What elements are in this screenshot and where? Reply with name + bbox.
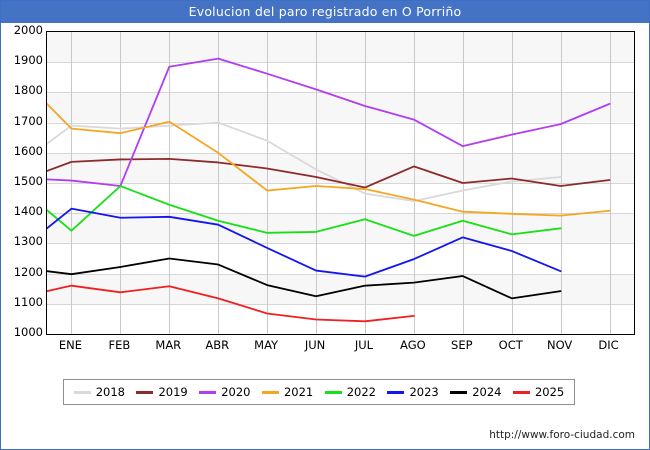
legend-item-2025[interactable]: 2025 xyxy=(512,385,565,399)
legend-label: 2019 xyxy=(158,385,188,399)
x-axis-tick-label: MAY xyxy=(254,338,279,352)
gridline-vertical xyxy=(610,32,611,334)
legend-swatch-icon xyxy=(324,390,342,394)
y-axis-tick-label: 1400 xyxy=(13,204,43,219)
gridline-horizontal xyxy=(47,123,634,124)
plot-area xyxy=(46,31,635,335)
legend-label: 2020 xyxy=(221,385,251,399)
x-axis-tick-label: ABR xyxy=(205,338,230,352)
x-axis-tick-label: AGO xyxy=(400,338,426,352)
legend-item-2021[interactable]: 2021 xyxy=(261,385,314,399)
y-axis-tick-label: 2000 xyxy=(13,23,43,37)
legend-label: 2024 xyxy=(472,385,502,399)
gridline-horizontal xyxy=(47,92,634,93)
gridline-vertical xyxy=(414,32,415,334)
legend-item-2020[interactable]: 2020 xyxy=(199,385,251,399)
y-axis-tick-label: 1700 xyxy=(13,113,43,128)
gridline-horizontal xyxy=(47,304,634,305)
series-line-2020 xyxy=(47,57,611,187)
x-axis-tick-label: DIC xyxy=(598,338,619,352)
source-url: http://www.foro-ciudad.com xyxy=(489,429,635,441)
x-axis-tick-label: MAR xyxy=(155,338,182,352)
y-axis-labels: 2000 1900 1800 1700 1600 1500 1400 1300 1200 1100… xyxy=(1,24,43,338)
window-title: Evolucion del paro registrado en O Porri… xyxy=(1,1,649,23)
series-lines xyxy=(47,57,611,323)
legend-label: 2025 xyxy=(534,385,565,399)
gridline-horizontal xyxy=(47,62,634,63)
gridline-vertical xyxy=(267,32,268,334)
legend-swatch-icon xyxy=(136,390,154,394)
legend-label: 2023 xyxy=(409,385,439,399)
y-axis-tick-label: 1000 xyxy=(13,325,43,339)
y-axis-tick-label: 1500 xyxy=(13,174,43,188)
gridline-horizontal xyxy=(47,334,634,335)
plot-band xyxy=(47,32,634,62)
y-axis-tick-label: 1100 xyxy=(13,294,43,309)
legend-swatch-icon xyxy=(512,390,530,394)
series-line-2019 xyxy=(47,157,611,189)
chart-legend: 2018 2019 2020 2021 2022 2023 2024 2025 xyxy=(63,379,575,405)
x-axis-tick-label: FEB xyxy=(108,338,131,352)
series-line-2021 xyxy=(47,102,611,217)
gridline-vertical xyxy=(71,32,72,334)
y-axis-tick-label: 1200 xyxy=(13,264,43,279)
x-axis-tick-label: OCT xyxy=(498,338,523,352)
series-line-2025 xyxy=(47,284,415,323)
plot-band xyxy=(47,153,634,183)
y-axis-tick-label: 1300 xyxy=(13,234,43,249)
y-axis-tick-label: 1900 xyxy=(13,53,43,68)
legend-swatch-icon xyxy=(450,390,468,394)
legend-swatch-icon xyxy=(387,390,405,394)
gridline-horizontal xyxy=(47,243,634,244)
legend-item-2022[interactable]: 2022 xyxy=(324,385,377,399)
x-axis-tick-label: JUN xyxy=(304,338,326,352)
gridline-vertical xyxy=(316,32,317,334)
series-line-2018 xyxy=(47,121,562,203)
x-axis-tick-label: JUL xyxy=(354,338,374,352)
series-line-2022 xyxy=(47,185,562,237)
series-line-2024 xyxy=(47,257,562,300)
x-axis-labels: ENE FEB MAR ABR MAY JUN JUL AGO SEP OCT NOV DIC xyxy=(46,338,633,354)
gridline-horizontal xyxy=(47,183,634,184)
legend-item-2018[interactable]: 2018 xyxy=(73,385,126,399)
legend-label: 2021 xyxy=(283,385,314,399)
legend-swatch-icon xyxy=(73,390,91,394)
legend-item-2019[interactable]: 2019 xyxy=(136,385,188,399)
gridline-vertical xyxy=(365,32,366,334)
legend-swatch-icon xyxy=(199,390,217,394)
gridline-vertical xyxy=(120,32,121,334)
legend-item-2024[interactable]: 2024 xyxy=(450,385,502,399)
gridline-vertical xyxy=(218,32,219,334)
gridline-vertical xyxy=(512,32,513,334)
y-axis-tick-label: 1600 xyxy=(13,143,43,158)
gridline-vertical xyxy=(169,32,170,334)
legend-item-2023[interactable]: 2023 xyxy=(387,385,439,399)
legend-label: 2018 xyxy=(95,385,126,399)
gridline-horizontal xyxy=(47,153,634,154)
x-axis-tick-label: NOV xyxy=(546,338,573,352)
y-axis-tick-label: 1800 xyxy=(13,83,43,98)
legend-swatch-icon xyxy=(261,390,279,394)
x-axis-tick-label: SEP xyxy=(451,338,473,352)
gridline-horizontal xyxy=(47,213,634,214)
legend-label: 2022 xyxy=(346,385,377,399)
gridline-vertical xyxy=(561,32,562,334)
x-axis-tick-label: ENE xyxy=(58,338,83,352)
series-line-2023 xyxy=(47,207,562,278)
